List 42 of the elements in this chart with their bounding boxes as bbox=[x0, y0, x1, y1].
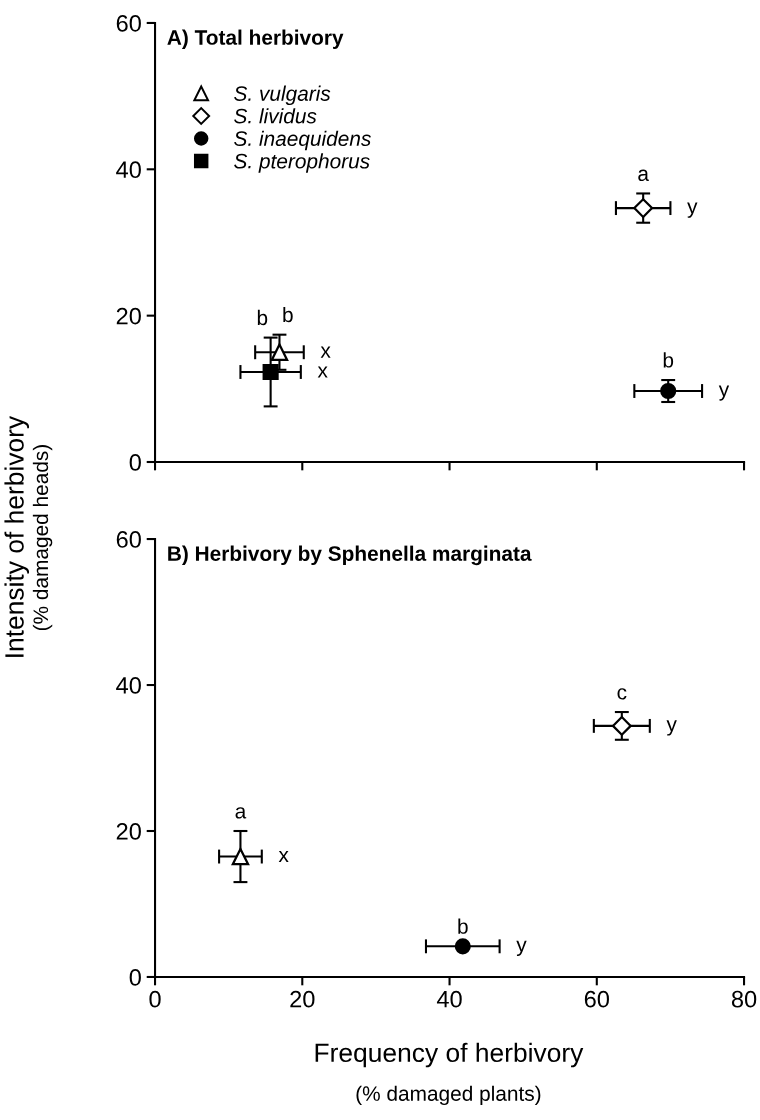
annotation: b bbox=[663, 352, 674, 368]
y-tick-label: 0 bbox=[129, 454, 141, 471]
chart-title: A) Total herbivory bbox=[167, 29, 344, 49]
y-tick-label: 60 bbox=[116, 15, 141, 32]
annotation: y bbox=[666, 720, 677, 736]
y-tick-label: 40 bbox=[116, 161, 141, 179]
annotation: y bbox=[718, 385, 730, 401]
annotation: x bbox=[317, 366, 328, 378]
y-tick-label: 20 bbox=[116, 823, 141, 840]
annotation: x bbox=[320, 346, 331, 358]
annotation: x bbox=[278, 850, 289, 862]
point bbox=[231, 847, 250, 866]
y-tick-label: 60 bbox=[116, 531, 141, 548]
legend-label: S. pterophorus bbox=[234, 153, 370, 173]
y-tick-label: 40 bbox=[116, 677, 141, 694]
x-tick-label: 20 bbox=[290, 990, 315, 1008]
y-axis-title: Intensity of herbivory (% damaged heads) bbox=[4, 415, 53, 657]
annotation: c bbox=[617, 688, 627, 700]
chart-title: B) Herbivory by Sphenella marginata bbox=[168, 545, 532, 566]
legend-label: S. inaequidens bbox=[234, 130, 371, 151]
point bbox=[270, 343, 289, 361]
annotation: y bbox=[687, 202, 698, 218]
annotation: a bbox=[638, 169, 649, 181]
point bbox=[454, 938, 471, 955]
point bbox=[611, 715, 632, 736]
x-tick-label: 60 bbox=[584, 990, 609, 1008]
annotation: y bbox=[516, 940, 527, 957]
y-tick-label: 0 bbox=[129, 969, 141, 986]
point bbox=[660, 382, 677, 400]
annotation: b bbox=[257, 309, 268, 326]
annotation: b bbox=[458, 918, 468, 934]
x-axis-title: Frequency of herbivory (% damaged plants) bbox=[315, 1042, 584, 1106]
x-tick-label: 40 bbox=[436, 990, 462, 1008]
point bbox=[633, 198, 654, 219]
annotation: b bbox=[283, 306, 293, 323]
x-tick-label: 0 bbox=[149, 990, 161, 1008]
legend-label: S. lividus bbox=[234, 108, 317, 124]
x-tick-label: 80 bbox=[731, 990, 757, 1008]
annotation: a bbox=[235, 807, 247, 819]
y-tick-label: 20 bbox=[116, 307, 141, 325]
point bbox=[262, 363, 279, 381]
legend-label: S. vulgaris bbox=[234, 85, 331, 106]
